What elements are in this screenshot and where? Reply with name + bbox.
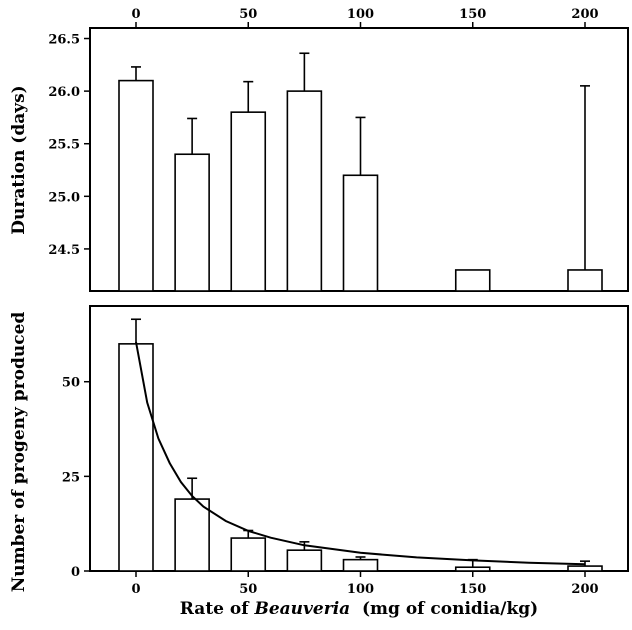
x-tick-label: 150 (459, 582, 486, 597)
x-tick-label: 100 (347, 7, 374, 22)
top-y-axis-title: Duration (days) (9, 85, 29, 234)
x-tick-label: 150 (459, 7, 486, 22)
x-tick-label: 100 (347, 582, 374, 597)
bottom-x-ticks: 0 50 100 150 200 (131, 571, 599, 597)
bottom-y-axis-title: Number of progeny produced (9, 312, 29, 593)
y-tick-label: 24.5 (48, 243, 80, 258)
x-tick-label: 0 (131, 7, 140, 22)
x-axis-title-suffix: (mg of conidia/kg) (350, 599, 538, 619)
top-x-ticks: 0 50 100 150 200 (131, 7, 599, 28)
x-tick-label: 50 (239, 582, 257, 597)
bottom-x-axis-title: Rate of Beauveria (mg of conidia/kg) (180, 599, 538, 619)
x-tick-label: 50 (239, 7, 257, 22)
x-tick-label: 200 (571, 582, 598, 597)
bar (567, 565, 603, 572)
y-tick-label: 25.5 (48, 138, 80, 153)
y-tick-label: 0 (71, 565, 80, 580)
bar (567, 269, 603, 292)
bar (118, 79, 154, 292)
bar (342, 174, 379, 292)
y-tick-label: 26.0 (48, 85, 80, 100)
bottom-panel: 0 50 100 150 200 50 25 0 Number of progeny pro… (9, 305, 629, 619)
x-tick-label: 200 (571, 7, 598, 22)
bar (230, 537, 267, 572)
bar (174, 498, 210, 572)
bottom-y-ticks: 50 25 0 (62, 376, 90, 580)
bottom-panel-frame (89, 305, 629, 572)
x-axis-title-prefix: Rate of (180, 599, 255, 619)
top-panel: 0 50 100 150 200 26.5 26.0 25.5 25.0 24.5 Durati… (9, 7, 629, 292)
bar (286, 90, 323, 292)
y-tick-label: 25.0 (48, 190, 80, 205)
y-tick-label: 50 (62, 376, 80, 391)
x-tick-label: 0 (131, 582, 140, 597)
bar (118, 343, 154, 572)
bar (230, 111, 267, 292)
bar (454, 269, 491, 292)
top-y-ticks: 26.5 26.0 25.5 25.0 24.5 (48, 33, 90, 258)
x-axis-title-italic: Beauveria (253, 599, 350, 619)
bar (342, 558, 379, 572)
bar (174, 153, 210, 292)
bottom-bars (118, 318, 603, 572)
bar (454, 566, 491, 572)
y-tick-label: 25 (62, 470, 80, 485)
y-tick-label: 26.5 (48, 33, 80, 48)
bar (286, 549, 323, 572)
fit-curve (135, 341, 586, 566)
top-bars (118, 52, 603, 292)
